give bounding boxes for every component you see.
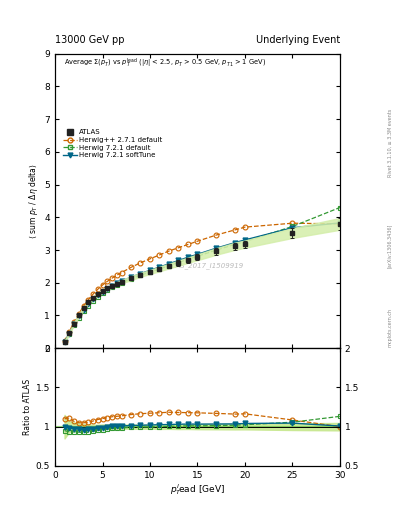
Text: 13000 GeV pp: 13000 GeV pp bbox=[55, 35, 125, 45]
Text: Underlying Event: Underlying Event bbox=[256, 35, 340, 45]
Text: Average $\Sigma(p_T)$ vs $p_T^{\rm lead}$ ($|\eta|$ < 2.5, $p_T$ > 0.5 GeV, $p_{: Average $\Sigma(p_T)$ vs $p_T^{\rm lead}… bbox=[64, 57, 266, 70]
Y-axis label: Ratio to ATLAS: Ratio to ATLAS bbox=[23, 379, 31, 435]
Y-axis label: $\langle$ sum $p_T$ / $\Delta\eta$ delta$\rangle$: $\langle$ sum $p_T$ / $\Delta\eta$ delta… bbox=[27, 163, 40, 239]
X-axis label: $p_T^l\!$ead [GeV]: $p_T^l\!$ead [GeV] bbox=[170, 482, 225, 498]
Text: [arXiv:1306.3436]: [arXiv:1306.3436] bbox=[387, 224, 392, 268]
Legend: ATLAS, Herwig++ 2.7.1 default, Herwig 7.2.1 default, Herwig 7.2.1 softTune: ATLAS, Herwig++ 2.7.1 default, Herwig 7.… bbox=[61, 128, 164, 160]
Text: Rivet 3.1.10, ≥ 3.3M events: Rivet 3.1.10, ≥ 3.3M events bbox=[387, 109, 392, 178]
Text: ATLAS_2017_I1509919: ATLAS_2017_I1509919 bbox=[163, 262, 243, 269]
Text: mcplots.cern.ch: mcplots.cern.ch bbox=[387, 308, 392, 347]
